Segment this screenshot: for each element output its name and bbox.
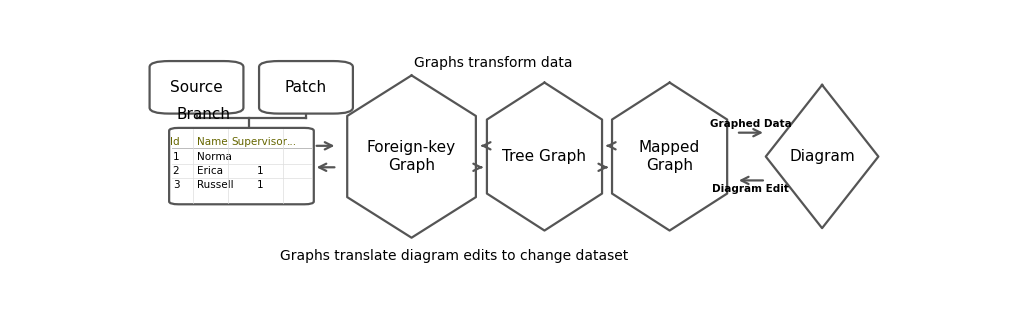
- Text: Norma: Norma: [197, 152, 231, 162]
- Text: Supervisor: Supervisor: [232, 137, 288, 147]
- Polygon shape: [766, 85, 879, 228]
- Text: 2: 2: [173, 166, 180, 176]
- Text: Branch: Branch: [177, 107, 231, 122]
- Text: Tree Graph: Tree Graph: [502, 149, 586, 164]
- Text: 1: 1: [256, 166, 263, 176]
- Text: 1: 1: [256, 180, 263, 190]
- Text: Mapped
Graph: Mapped Graph: [639, 140, 700, 173]
- Text: Russell: Russell: [197, 180, 233, 190]
- Polygon shape: [487, 82, 602, 231]
- Text: 3: 3: [173, 180, 180, 190]
- Text: Foreign-key
Graph: Foreign-key Graph: [367, 140, 456, 173]
- Text: Diagram: Diagram: [789, 149, 855, 164]
- FancyBboxPatch shape: [149, 61, 243, 113]
- Text: Patch: Patch: [285, 80, 327, 95]
- Text: Graphs translate diagram edits to change dataset: Graphs translate diagram edits to change…: [281, 249, 629, 263]
- Text: ...: ...: [287, 137, 297, 147]
- Text: Diagram Edit: Diagram Edit: [712, 184, 789, 194]
- Text: Name: Name: [197, 137, 227, 147]
- Text: Graphed Data: Graphed Data: [710, 119, 792, 129]
- FancyBboxPatch shape: [170, 128, 314, 204]
- Text: Source: Source: [171, 80, 223, 95]
- Text: 1: 1: [173, 152, 180, 162]
- FancyBboxPatch shape: [259, 61, 353, 113]
- Text: Erica: Erica: [197, 166, 223, 176]
- Text: Id: Id: [170, 137, 180, 147]
- Polygon shape: [612, 82, 727, 231]
- Polygon shape: [347, 75, 476, 238]
- Text: Graphs transform data: Graphs transform data: [415, 56, 573, 70]
